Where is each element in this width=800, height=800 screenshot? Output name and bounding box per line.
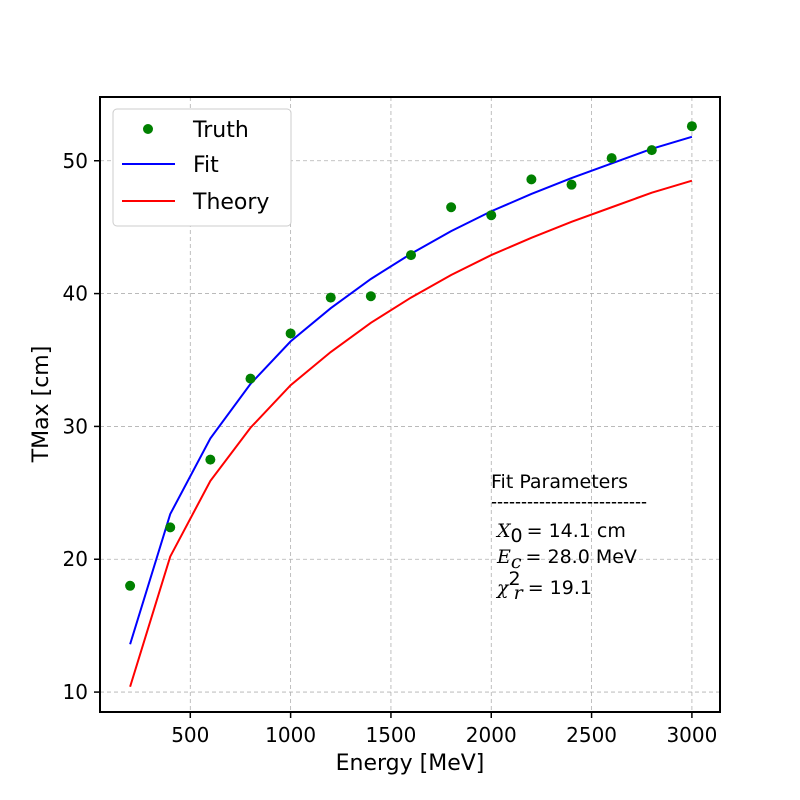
annotation-ec: Ec = 28.0 MeV	[496, 546, 637, 573]
annotation-chi-symbol: χ	[495, 577, 510, 599]
grid	[100, 97, 720, 712]
annotation-separator: --------------------------	[491, 491, 647, 513]
annotation-x0-value: = 14.1 cm	[527, 520, 626, 542]
x-tick-label: 3000	[666, 723, 717, 747]
legend: Truth Fit Theory	[112, 108, 292, 227]
data-point-truth	[245, 373, 256, 384]
x-tick-label: 2500	[566, 723, 617, 747]
data-point-truth	[686, 121, 697, 132]
series-layer	[125, 121, 697, 688]
y-tick-label: 50	[63, 149, 88, 173]
series-line-theory	[129, 179, 693, 688]
annotation-ec-value: = 28.0 MeV	[526, 546, 637, 568]
y-axis-label: TMax [cm]	[29, 346, 54, 464]
annotation-ec-subscript: c	[511, 551, 522, 573]
annotation-x0-subscript: 0	[511, 525, 523, 547]
data-point-truth	[205, 454, 216, 465]
legend-box	[112, 108, 292, 227]
fit-parameters-annotation: Fit Parameters -------------------------…	[491, 471, 647, 604]
legend-label-theory: Theory	[192, 190, 269, 215]
x-tick-label: 1000	[265, 723, 316, 747]
data-point-truth	[606, 153, 617, 164]
data-point-truth	[646, 145, 657, 156]
data-point-truth	[566, 179, 577, 190]
data-point-truth	[325, 292, 336, 303]
legend-marker-truth	[143, 124, 153, 134]
annotation-chi-superscript: 2	[509, 568, 521, 590]
data-point-truth	[446, 202, 457, 213]
data-point-truth	[526, 174, 537, 185]
y-tick-label: 40	[63, 282, 88, 306]
annotation-x0: X0 = 14.1 cm	[495, 520, 626, 547]
legend-label-truth: Truth	[192, 118, 249, 143]
data-point-truth	[406, 250, 416, 261]
annotation-title: Fit Parameters	[491, 471, 628, 493]
y-tick-label: 10	[63, 680, 88, 704]
data-point-truth	[285, 328, 296, 339]
data-point-truth	[486, 210, 497, 221]
x-tick-label: 500	[171, 723, 209, 747]
x-axis-label: Energy [MeV]	[336, 751, 485, 776]
annotation-x0-symbol: X	[495, 520, 512, 542]
plot-frame	[99, 96, 721, 713]
x-tick-label: 2000	[466, 723, 517, 747]
annotation-chi: χ2 r = 19.1	[495, 568, 592, 604]
annotation-ec-symbol: E	[496, 546, 511, 568]
data-point-truth	[125, 580, 136, 591]
x-tick-label: 1500	[365, 723, 416, 747]
y-tick-label: 20	[63, 547, 88, 571]
legend-label-fit: Fit	[193, 153, 219, 178]
annotation-chi-subscript: r	[514, 582, 525, 604]
y-tick-label: 30	[63, 414, 88, 438]
data-point-truth	[365, 291, 376, 302]
data-point-truth	[165, 522, 176, 533]
annotation-chi-value: = 19.1	[528, 577, 592, 599]
